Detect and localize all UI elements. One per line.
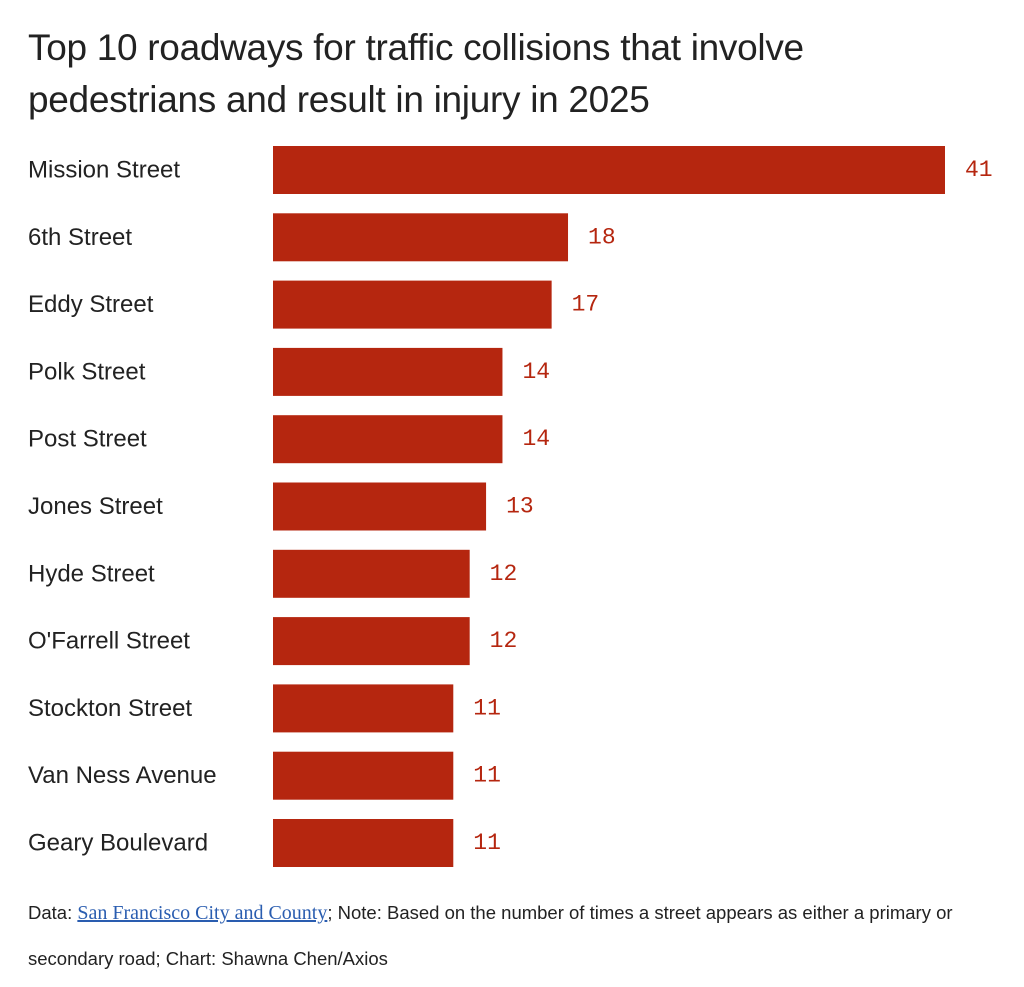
category-label: 6th Street xyxy=(28,224,132,251)
category-label: Polk Street xyxy=(28,358,146,385)
footer-note: ; Note: Based on the number of times a s… xyxy=(28,902,953,969)
value-label: 17 xyxy=(572,292,600,318)
bar xyxy=(273,751,454,800)
category-label: Eddy Street xyxy=(28,291,154,318)
value-label: 11 xyxy=(473,695,501,721)
bar xyxy=(273,415,503,464)
value-label: 11 xyxy=(473,830,501,856)
value-label: 12 xyxy=(490,628,518,654)
chart-footer: Data: San Francisco City and County; Not… xyxy=(28,890,998,982)
category-label: Stockton Street xyxy=(28,695,192,722)
category-label: Geary Boulevard xyxy=(28,830,208,857)
chart-title-line-1: Top 10 roadways for traffic collisions t… xyxy=(28,27,804,68)
bar xyxy=(273,617,470,666)
value-label: 41 xyxy=(965,157,993,183)
bar-chart: Mission Street 41 6th Street 18 Eddy Street 1… xyxy=(28,146,993,867)
category-label: Hyde Street xyxy=(28,560,155,587)
bar xyxy=(273,280,552,329)
value-label: 14 xyxy=(522,359,550,385)
value-label: 12 xyxy=(490,561,518,587)
bar xyxy=(273,819,454,867)
category-label: O'Farrell Street xyxy=(28,628,190,655)
source-link[interactable]: San Francisco City and County xyxy=(77,902,328,924)
data-prefix: Data: xyxy=(28,902,78,923)
value-label: 14 xyxy=(522,426,550,452)
category-label: Post Street xyxy=(28,426,147,453)
value-label: 18 xyxy=(588,224,616,250)
bar xyxy=(273,146,945,194)
category-label: Jones Street xyxy=(28,493,163,520)
value-label: 13 xyxy=(506,494,534,520)
category-label: Van Ness Avenue xyxy=(28,762,217,789)
chart-title: Top 10 roadways for traffic collisions t… xyxy=(28,22,988,126)
chart-title-line-2: pedestrians and result in injury in 2025 xyxy=(28,79,650,120)
bar xyxy=(273,549,470,598)
bar xyxy=(273,347,503,396)
bar xyxy=(273,482,487,531)
value-label: 11 xyxy=(473,763,501,789)
bar xyxy=(273,684,454,733)
bar xyxy=(273,213,569,262)
category-label: Mission Street xyxy=(28,157,180,184)
